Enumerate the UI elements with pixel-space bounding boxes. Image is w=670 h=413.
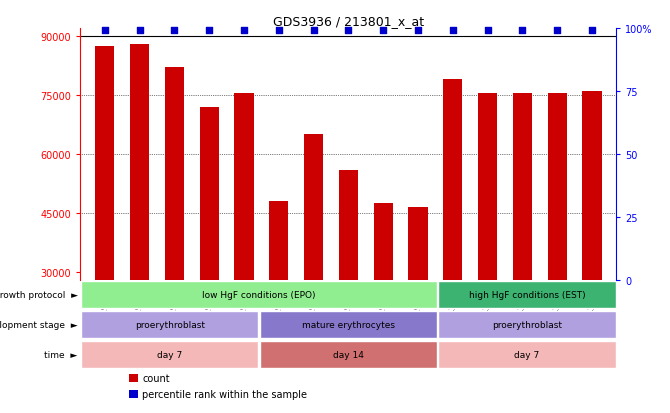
Bar	[374, 204, 393, 280]
Point	[343, 28, 354, 35]
Bar	[409, 207, 427, 280]
Point	[134, 28, 145, 35]
Text: growth protocol  ►: growth protocol ►	[0, 290, 78, 299]
Bar	[200, 107, 218, 280]
Bar	[269, 202, 288, 280]
FancyBboxPatch shape	[260, 341, 437, 368]
Bar	[444, 80, 462, 280]
Text: development stage  ►: development stage ►	[0, 320, 78, 329]
Text: day 14: day 14	[333, 350, 364, 359]
Text: proerythroblast: proerythroblast	[135, 320, 205, 329]
Point	[378, 28, 389, 35]
Point	[552, 28, 563, 35]
Bar	[478, 94, 497, 280]
Bar	[513, 94, 532, 280]
Bar	[129, 374, 138, 382]
Point	[482, 28, 493, 35]
Point	[517, 28, 528, 35]
Bar	[339, 170, 358, 280]
Point	[413, 28, 423, 35]
Text: count: count	[142, 373, 170, 383]
Bar	[95, 47, 115, 280]
Point	[169, 28, 180, 35]
FancyBboxPatch shape	[438, 311, 616, 338]
Point	[204, 28, 214, 35]
Bar	[130, 45, 149, 280]
Bar	[304, 135, 323, 280]
Text: time  ►: time ►	[44, 350, 78, 359]
Bar	[129, 390, 138, 398]
FancyBboxPatch shape	[438, 282, 616, 309]
Point	[448, 28, 458, 35]
Text: percentile rank within the sample: percentile rank within the sample	[142, 389, 307, 399]
FancyBboxPatch shape	[438, 341, 616, 368]
Bar	[165, 68, 184, 280]
Bar	[234, 94, 253, 280]
Bar	[582, 92, 602, 280]
Text: proerythroblast: proerythroblast	[492, 320, 562, 329]
FancyBboxPatch shape	[81, 311, 259, 338]
Point	[273, 28, 284, 35]
Text: day 7: day 7	[157, 350, 182, 359]
Title: GDS3936 / 213801_x_at: GDS3936 / 213801_x_at	[273, 15, 424, 28]
Point	[239, 28, 249, 35]
Text: low HgF conditions (EPO): low HgF conditions (EPO)	[202, 290, 316, 299]
FancyBboxPatch shape	[260, 311, 437, 338]
FancyBboxPatch shape	[81, 282, 437, 309]
Text: day 7: day 7	[515, 350, 540, 359]
Point	[308, 28, 319, 35]
Point	[587, 28, 598, 35]
FancyBboxPatch shape	[81, 341, 259, 368]
Text: mature erythrocytes: mature erythrocytes	[302, 320, 395, 329]
Bar	[547, 94, 567, 280]
Text: high HgF conditions (EST): high HgF conditions (EST)	[469, 290, 586, 299]
Point	[99, 28, 110, 35]
